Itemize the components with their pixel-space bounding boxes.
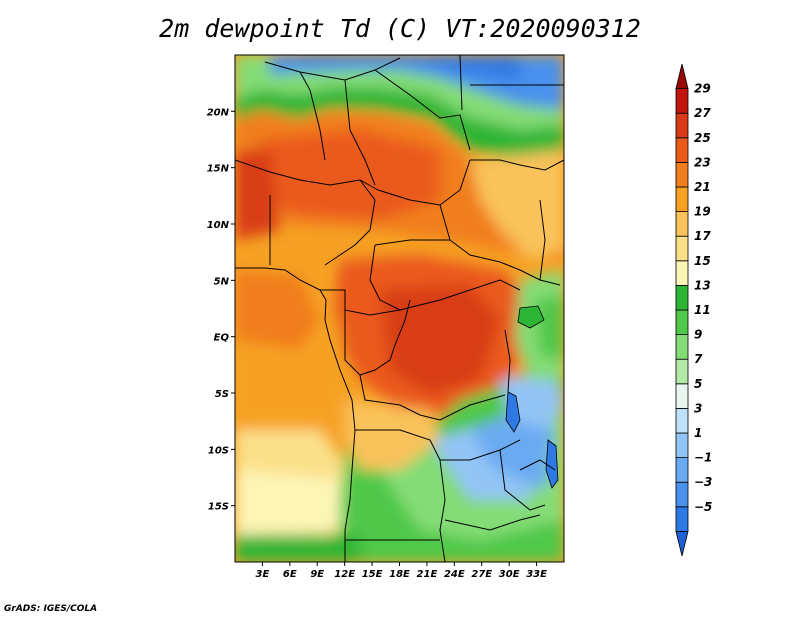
lon-tick-label: 18E (389, 569, 410, 580)
colorbar-swatch (675, 161, 689, 188)
colorbar-label: 5 (694, 377, 702, 391)
country-boundaries (235, 55, 564, 562)
lon-tick-label: 33E (526, 569, 547, 580)
colorbar-top-triangle (675, 63, 689, 89)
lat-tick-label: 15N (207, 164, 230, 175)
longitude-axis: 3E 6E 9E 12E 15E 18E 21E 24E 27E 30E 33E (256, 562, 547, 580)
colorbar-swatch (675, 506, 689, 532)
colorbar-label: 21 (694, 180, 711, 194)
colorbar-label: 11 (694, 303, 711, 317)
lat-tick-label: 20N (207, 107, 230, 118)
lon-tick-label: 27E (471, 569, 492, 580)
lat-tick-label: 5N (214, 276, 230, 287)
lon-tick-label: 3E (256, 569, 270, 580)
colorbar-label: 29 (694, 82, 711, 96)
colorbar-label: −5 (694, 500, 712, 514)
colorbar-swatch (675, 235, 689, 262)
lat-tick-label: EQ (214, 333, 230, 344)
lon-tick-label: 12E (334, 569, 355, 580)
colorbar-label: 27 (694, 106, 711, 120)
lon-tick-label: 15E (362, 569, 383, 580)
colorbar-label: 7 (694, 352, 703, 366)
colorbar-swatch (675, 260, 689, 286)
lat-tick-label: 10S (208, 445, 229, 456)
colorbar-label: 23 (694, 155, 711, 169)
colorbar-label: 3 (694, 401, 702, 415)
colorbar-label: −3 (694, 475, 712, 489)
lat-tick-label: 5S (215, 389, 229, 400)
colorbar-swatch (675, 309, 689, 336)
colorbar-swatch (675, 88, 689, 114)
colorbar-swatch (675, 481, 689, 508)
colorbar-swatch (675, 334, 689, 360)
colorbar-swatch (675, 186, 689, 213)
lon-tick-label: 24E (444, 569, 465, 580)
lon-tick-label: 9E (310, 569, 324, 580)
colorbar-label: 1 (694, 426, 702, 440)
colorbar-swatch (675, 383, 689, 409)
colorbar-label: 19 (694, 205, 711, 219)
dewpoint-field (235, 55, 564, 562)
lat-tick-label: 15S (208, 502, 229, 513)
colorbar-swatch (675, 432, 689, 459)
colorbar-swatch (675, 457, 689, 483)
lake-victoria (517, 305, 545, 329)
colorbar-swatch (675, 137, 689, 163)
lake-malawi (545, 439, 559, 489)
colorbar-swatch (675, 211, 689, 237)
colorbar-label: 17 (694, 229, 711, 243)
colorbar-swatch (675, 284, 689, 311)
lon-tick-label: 21E (417, 569, 438, 580)
colorbar-label: −1 (694, 451, 712, 465)
lake-tanganyika (505, 391, 521, 433)
colorbar-swatch (675, 112, 689, 139)
colorbar-swatch (675, 407, 689, 434)
latitude-axis: 20N 15N 10N 5N EQ 5S 10S 15S (207, 107, 235, 513)
colorbar-bottom-triangle (675, 531, 689, 557)
lon-tick-label: 6E (283, 569, 297, 580)
colorbar-label: 9 (694, 328, 702, 342)
lat-tick-label: 10N (207, 220, 230, 231)
lon-tick-label: 30E (499, 569, 520, 580)
chart-title: 2m dewpoint Td (C) VT:2020090312 (159, 14, 641, 43)
colorbar-label: 13 (694, 278, 711, 292)
colorbar-swatch (675, 358, 689, 385)
colorbar: 29 27 25 23 21 19 17 15 13 11 9 7 5 3 1 −1 −3 −5 (675, 63, 712, 557)
colorbar-label: 25 (694, 131, 711, 145)
colorbar-label: 15 (694, 254, 711, 268)
grads-credit: GrADS: IGES/COLA (4, 604, 98, 614)
